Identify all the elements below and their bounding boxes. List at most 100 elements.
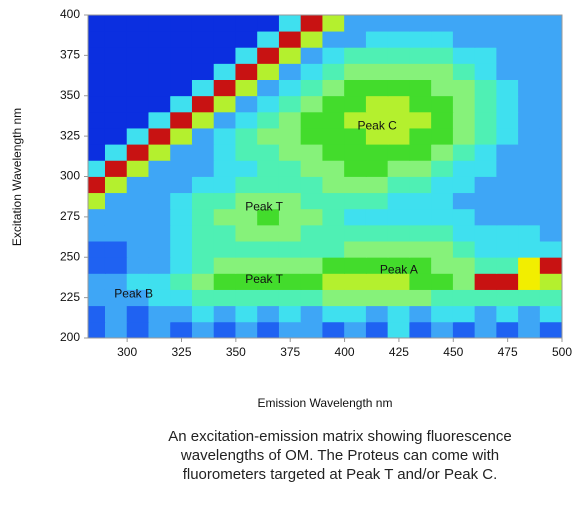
heat-cell xyxy=(344,256,367,274)
heat-cell xyxy=(278,176,302,194)
heat-cell xyxy=(278,30,302,48)
heat-cell xyxy=(235,46,258,64)
heat-cell xyxy=(191,159,215,177)
heat-cell xyxy=(322,192,345,210)
heat-cell xyxy=(539,176,562,194)
heat-cell xyxy=(518,208,541,226)
y-tick-label: 250 xyxy=(60,249,80,263)
heat-cell xyxy=(191,208,215,226)
heat-cell xyxy=(191,63,215,80)
heat-cell xyxy=(539,95,562,113)
heat-cell xyxy=(88,63,106,80)
heat-cell xyxy=(344,46,367,64)
heat-cell xyxy=(539,79,562,97)
heat-cell xyxy=(300,159,324,177)
heat-cell xyxy=(496,46,519,64)
heat-cell xyxy=(365,305,389,323)
heat-cell xyxy=(431,176,454,194)
x-tick-label: 300 xyxy=(117,345,137,359)
heat-cell xyxy=(344,159,367,177)
heat-cell xyxy=(278,192,302,210)
heat-cell xyxy=(539,15,562,32)
heat-cell xyxy=(104,127,128,145)
heat-cell xyxy=(365,256,389,274)
heat-cell xyxy=(409,256,432,274)
x-tick-label: 375 xyxy=(280,345,300,359)
heat-cell xyxy=(409,79,432,97)
x-tick-label: 325 xyxy=(171,345,191,359)
heat-cell xyxy=(452,256,476,274)
heat-cell xyxy=(191,143,215,161)
heat-cell xyxy=(365,30,389,48)
heat-cell xyxy=(126,30,150,48)
heat-cell xyxy=(170,289,193,307)
heat-cell xyxy=(88,273,106,290)
heat-cell xyxy=(126,176,150,194)
heat-cell xyxy=(431,63,454,80)
heat-cell xyxy=(518,256,541,274)
heat-cell xyxy=(496,30,519,48)
heat-cell xyxy=(344,30,367,48)
heat-cell xyxy=(170,208,193,226)
heat-cell xyxy=(496,273,519,290)
heat-cell xyxy=(539,63,562,80)
heat-cell xyxy=(148,159,172,177)
heat-cell xyxy=(431,224,454,242)
heat-cell xyxy=(387,95,411,113)
heat-cell xyxy=(88,143,106,161)
heat-cell xyxy=(300,46,324,64)
heat-cell xyxy=(300,15,324,32)
heat-cell xyxy=(126,256,150,274)
heat-cell xyxy=(431,256,454,274)
heat-cell xyxy=(104,256,128,274)
heat-cell xyxy=(278,240,302,258)
heat-cell xyxy=(474,192,498,210)
heat-cell xyxy=(213,127,237,145)
heat-cell xyxy=(170,127,193,145)
heat-cell xyxy=(191,111,215,129)
heat-cell xyxy=(170,46,193,64)
heat-cell xyxy=(126,63,150,80)
heat-cell xyxy=(170,192,193,210)
heat-cell xyxy=(148,256,172,274)
heat-cell xyxy=(518,46,541,64)
heat-cell xyxy=(387,63,411,80)
heat-cell xyxy=(518,30,541,48)
heat-cell xyxy=(191,321,215,338)
heat-cell xyxy=(387,79,411,97)
heat-cell xyxy=(191,127,215,145)
heat-cell xyxy=(257,111,280,129)
heat-cell xyxy=(539,240,562,258)
heat-cell xyxy=(278,15,302,32)
heat-cell xyxy=(191,273,215,290)
heat-cell xyxy=(300,95,324,113)
heat-cell xyxy=(496,305,519,323)
heat-cell xyxy=(344,192,367,210)
heat-cell xyxy=(452,30,476,48)
y-tick-label: 225 xyxy=(60,290,80,304)
heat-cell xyxy=(409,289,432,307)
heat-cell xyxy=(365,192,389,210)
heat-cell xyxy=(213,15,237,32)
heat-cell xyxy=(322,30,345,48)
heat-cell xyxy=(322,111,345,129)
heat-cell xyxy=(474,208,498,226)
heat-cell xyxy=(191,95,215,113)
heat-cell xyxy=(452,15,476,32)
heat-cell xyxy=(148,305,172,323)
heat-cell xyxy=(191,192,215,210)
heat-cell xyxy=(496,63,519,80)
heat-cell xyxy=(496,15,519,32)
heat-cell xyxy=(278,63,302,80)
heat-cell xyxy=(300,63,324,80)
heat-cell xyxy=(213,111,237,129)
heat-cell xyxy=(322,176,345,194)
heat-cell xyxy=(322,46,345,64)
heat-cell xyxy=(213,46,237,64)
heat-cell xyxy=(170,15,193,32)
heat-cell xyxy=(235,273,258,290)
x-tick-label: 425 xyxy=(389,345,409,359)
heat-cell xyxy=(322,273,345,290)
heat-cell xyxy=(496,143,519,161)
